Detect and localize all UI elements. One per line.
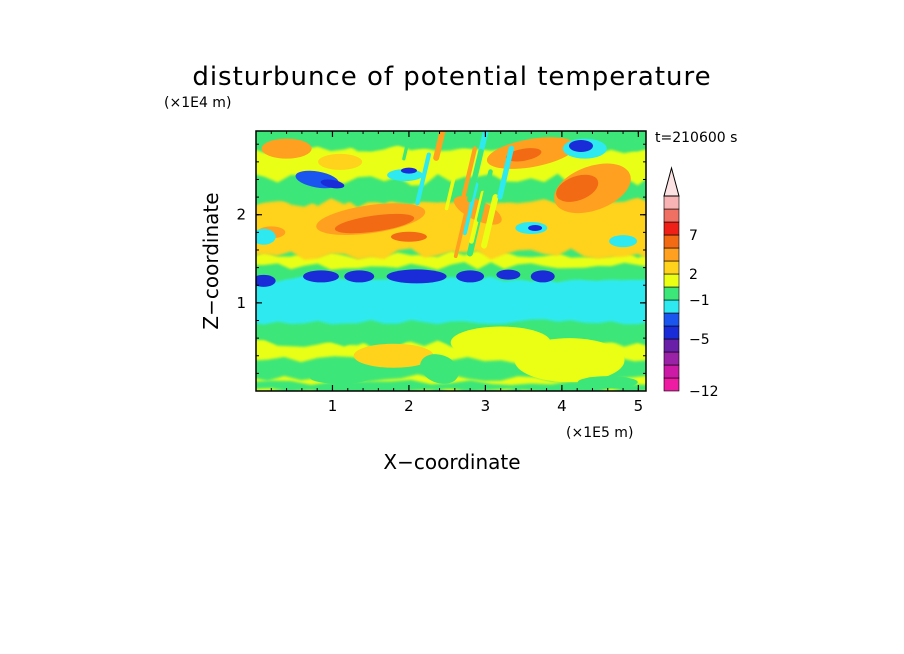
contour-band (256, 275, 646, 325)
contour-blob (386, 269, 447, 284)
contour-blob (353, 343, 434, 368)
y-tick-label: 2 (236, 206, 246, 224)
y-tick-label: 1 (236, 294, 246, 312)
contour-blob (256, 228, 276, 245)
colorbar-extend-arrow (663, 166, 680, 197)
x-tick-label: 1 (328, 397, 338, 415)
colorbar-label: −1 (689, 293, 710, 309)
x-tick-label: 2 (404, 397, 414, 415)
chart-title: disturbunce of potential temperature (192, 62, 711, 92)
y-axis-label: Z−coordinate (199, 192, 223, 329)
contour-blob (390, 231, 427, 242)
contour-blob (505, 148, 542, 162)
contour-blob (310, 371, 371, 384)
x-unit-label: (×1E5 m) (566, 425, 633, 441)
colorbar-segment (663, 208, 680, 223)
contour-streak (466, 148, 484, 203)
contour-blob (261, 138, 312, 159)
contour-streak (497, 145, 514, 200)
x-axis-ticks: 1 2 3 4 5 (270, 131, 644, 415)
contour-streak (469, 190, 486, 244)
contour-streak (415, 152, 432, 206)
contour-blob (256, 274, 276, 287)
time-label: t=210600 s (655, 130, 737, 146)
contour-streak (462, 182, 479, 236)
colorbar-segment (663, 364, 680, 379)
x-tick-label: 4 (557, 397, 567, 415)
colorbar-segment (663, 325, 680, 340)
contour-blob (609, 235, 638, 248)
contour-blob (528, 224, 543, 231)
contour-blob (320, 179, 345, 189)
contour-blob (334, 213, 415, 234)
contour-blob (303, 270, 339, 283)
contour-blob (577, 376, 638, 389)
colorbar-segment (663, 221, 680, 236)
colorbar-segment (663, 312, 680, 327)
contour-blob (344, 270, 375, 283)
plot-frame (255, 130, 647, 392)
contour-blob (420, 354, 459, 384)
contour-streak (433, 131, 446, 161)
colorbar: −12−5−127 (663, 166, 719, 400)
colorbar-segment (663, 260, 680, 275)
contour-blob (556, 174, 599, 202)
colorbar-segment (663, 299, 680, 314)
contour-blob (318, 153, 363, 170)
x-tick-label: 3 (481, 397, 491, 415)
contour-streak (402, 131, 413, 161)
contour-streak (476, 169, 493, 223)
contour-blob (456, 270, 485, 283)
x-tick-label: 5 (634, 397, 644, 415)
colorbar-label: 2 (689, 267, 698, 283)
colorbar-segment (663, 195, 680, 210)
contour-blob (530, 270, 555, 283)
y-unit-label: (×1E4 m) (164, 95, 231, 111)
colorbar-segment (663, 351, 680, 366)
colorbar-segment (663, 273, 680, 288)
colorbar-segment (663, 234, 680, 249)
colorbar-segment (663, 377, 680, 392)
contour-streak (453, 205, 470, 259)
contour-streak (481, 194, 499, 249)
contour-streak (461, 146, 478, 200)
contour-blob (400, 167, 417, 174)
colorbar-segment (663, 286, 680, 301)
x-axis-label: X−coordinate (383, 450, 520, 474)
contour-blob (450, 326, 551, 359)
contour-field (256, 131, 646, 391)
colorbar-label: 7 (689, 228, 698, 244)
colorbar-label: −12 (689, 384, 719, 400)
colorbar-segment (663, 247, 680, 262)
y-axis-ticks: 12 (236, 143, 646, 374)
contour-blob (569, 139, 593, 152)
contour-band (256, 250, 646, 270)
colorbar-segment (663, 338, 680, 353)
plot-area (256, 131, 646, 391)
colorbar-label: −5 (689, 332, 710, 348)
contour-blob (496, 269, 521, 280)
contour-streak (444, 158, 460, 211)
